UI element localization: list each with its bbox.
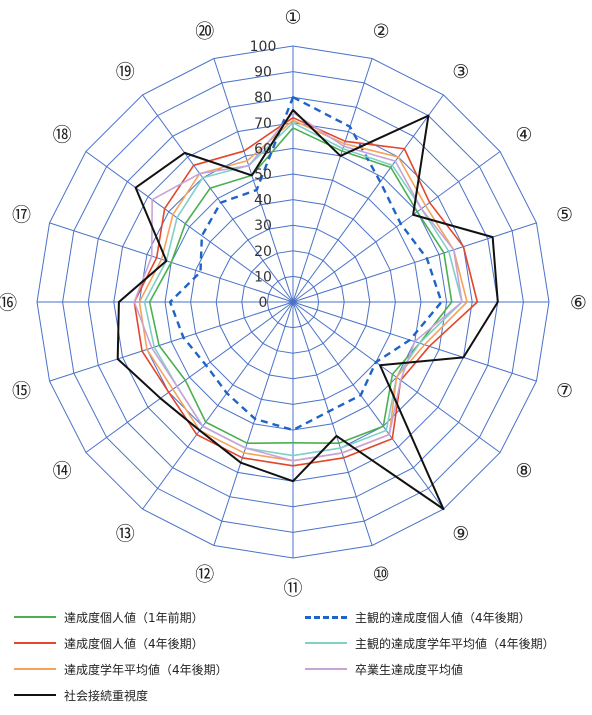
axis-label: ⑪ (283, 577, 302, 599)
axis-label: ④ (515, 124, 532, 146)
grid-spoke (49, 301, 294, 382)
chart-legend: 達成度個人値（1年前期） 主観的達成度個人値（4年後期） 達成度個人値（4年後期） 主… (0, 605, 592, 715)
legend-item: 達成度学年平均値（4年後期） (14, 659, 228, 679)
grid-spoke (213, 301, 294, 546)
radial-tick-label: 40 (254, 193, 272, 209)
axis-label: ⑥ (570, 292, 587, 314)
series-line-7 (116, 109, 499, 511)
axis-label: ⑧ (515, 460, 532, 482)
grid-spoke (292, 94, 444, 303)
axis-label: ③ (452, 61, 469, 83)
axis-labels: ① ② ③ ④ ⑤ ⑥ ⑦ ⑧ ⑨ ⑩ ⑪ ⑫ ⑬ ⑭ ⑮ ⑯ ⑰ ⑱ ⑲ ⑳ (0, 7, 587, 600)
series-line-6 (133, 111, 463, 462)
legend-label: 卒業生達成度平均値 (355, 662, 464, 677)
series-line-5 (138, 119, 468, 462)
legend-label: 達成度個人値（4年後期） (64, 636, 204, 651)
legend-swatch (14, 616, 56, 618)
series-line-4 (143, 122, 463, 457)
legend-swatch (14, 668, 56, 670)
radial-tick-label: 10 (254, 269, 272, 285)
legend-swatch (305, 615, 347, 619)
legend-swatch (14, 642, 56, 644)
legend-item: 達成度個人値（1年前期） (14, 607, 204, 627)
axis-label: ⑱ (53, 124, 72, 146)
axis-label: ⑲ (116, 61, 135, 83)
legend-label: 主観的達成度学年平均値（4年後期） (355, 636, 555, 651)
radial-tick-label: 90 (254, 65, 272, 81)
radial-tick-label: 80 (254, 90, 272, 106)
radial-tick-label: 60 (254, 141, 272, 157)
radial-tick-label: 50 (254, 167, 272, 183)
axis-label: ⑯ (0, 292, 17, 314)
legend-item: 達成度個人値（4年後期） (14, 633, 204, 653)
grid-spoke (292, 301, 444, 510)
grid-spoke (85, 151, 294, 303)
grid-spoke (292, 151, 501, 303)
axis-label: ⑤ (556, 204, 573, 226)
grid-spoke (292, 222, 537, 303)
legend-swatch (305, 642, 347, 644)
radar-chart: 0 10 20 30 40 50 60 70 80 90 100 ① ② ③ ④ ⑤ ⑥ ⑦ ⑧ ⑨ ⑩ ⑪ ⑫ ⑬ ⑭ ⑮ ⑯ ⑰… (0, 7, 587, 600)
axis-label: ② (373, 21, 390, 43)
legend-label: 達成度学年平均値（4年後期） (64, 662, 228, 677)
legend-item: 卒業生達成度平均値 (305, 659, 463, 679)
axis-label: ⑫ (195, 563, 214, 585)
legend-label: 主観的達成度個人値（4年後期） (355, 610, 531, 625)
axis-label: ① (284, 7, 301, 29)
axis-label: ⑰ (12, 204, 31, 226)
radial-tick-labels: 0 10 20 30 40 50 60 70 80 90 100 (250, 39, 277, 311)
legend-item: 主観的達成度学年平均値（4年後期） (305, 633, 555, 653)
legend-swatch (14, 694, 56, 696)
radar-series (116, 95, 499, 511)
radial-tick-label: 70 (254, 116, 272, 132)
grid-spoke (213, 58, 294, 303)
axis-label: ⑮ (12, 380, 31, 402)
axis-label: ⑦ (556, 380, 573, 402)
axis-label: ⑨ (452, 523, 469, 545)
legend-item: 社会接続重視度 (14, 685, 148, 705)
axis-label: ⑳ (195, 21, 214, 43)
radial-tick-label: 30 (254, 218, 272, 234)
grid-spoke (142, 301, 294, 510)
series-line-1 (148, 127, 453, 445)
legend-label: 社会接続重視度 (64, 688, 149, 703)
radial-tick-label: 0 (259, 295, 268, 311)
grid-spoke (85, 301, 294, 453)
grid-spoke (142, 94, 294, 303)
legend-label: 達成度個人値（1年前期） (64, 610, 204, 625)
radial-tick-label: 20 (254, 244, 272, 260)
radial-tick-label: 100 (250, 39, 277, 55)
legend-swatch (305, 668, 347, 670)
axis-label: ⑩ (373, 563, 390, 585)
legend-item: 主観的達成度個人値（4年後期） (305, 607, 531, 627)
axis-label: ⑬ (116, 523, 135, 545)
series-line-3 (133, 116, 479, 467)
grid-spoke (292, 301, 373, 546)
grid-spoke (292, 58, 373, 303)
axis-label: ⑭ (53, 460, 72, 482)
